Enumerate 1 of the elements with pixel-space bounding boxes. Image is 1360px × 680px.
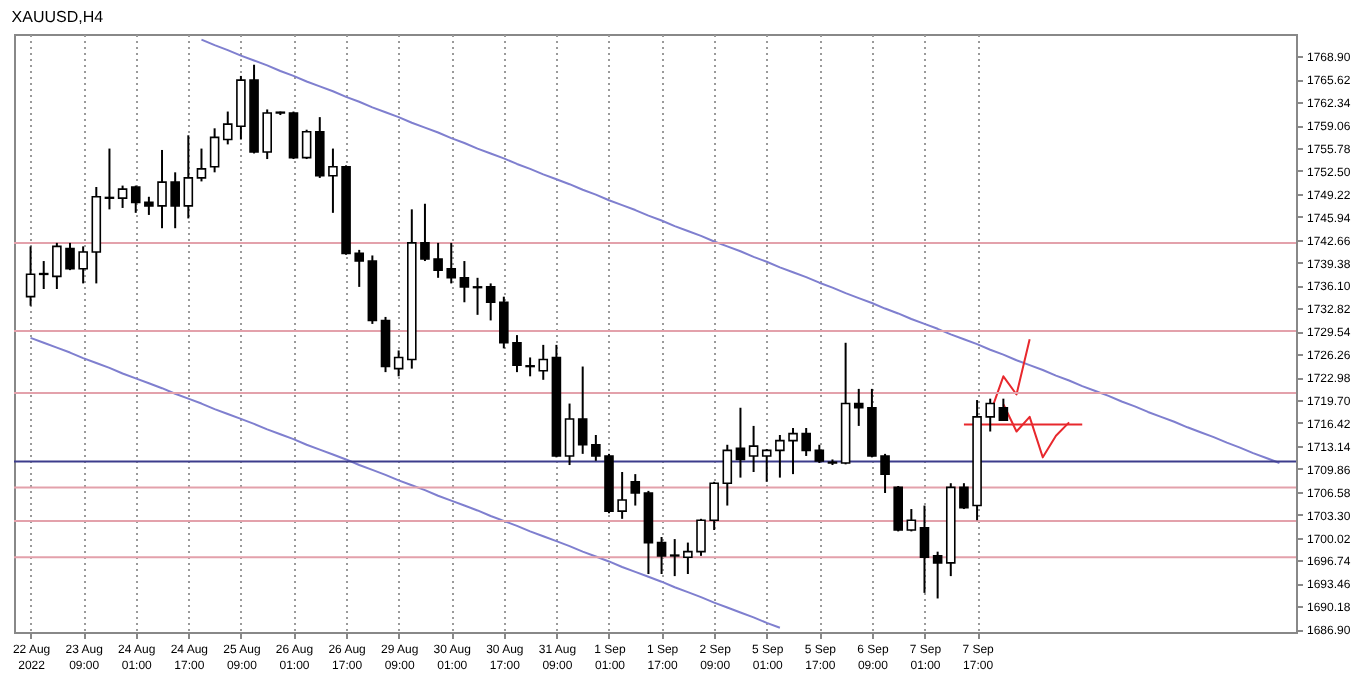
chart-title: XAUUSD,H4 [11, 8, 105, 26]
